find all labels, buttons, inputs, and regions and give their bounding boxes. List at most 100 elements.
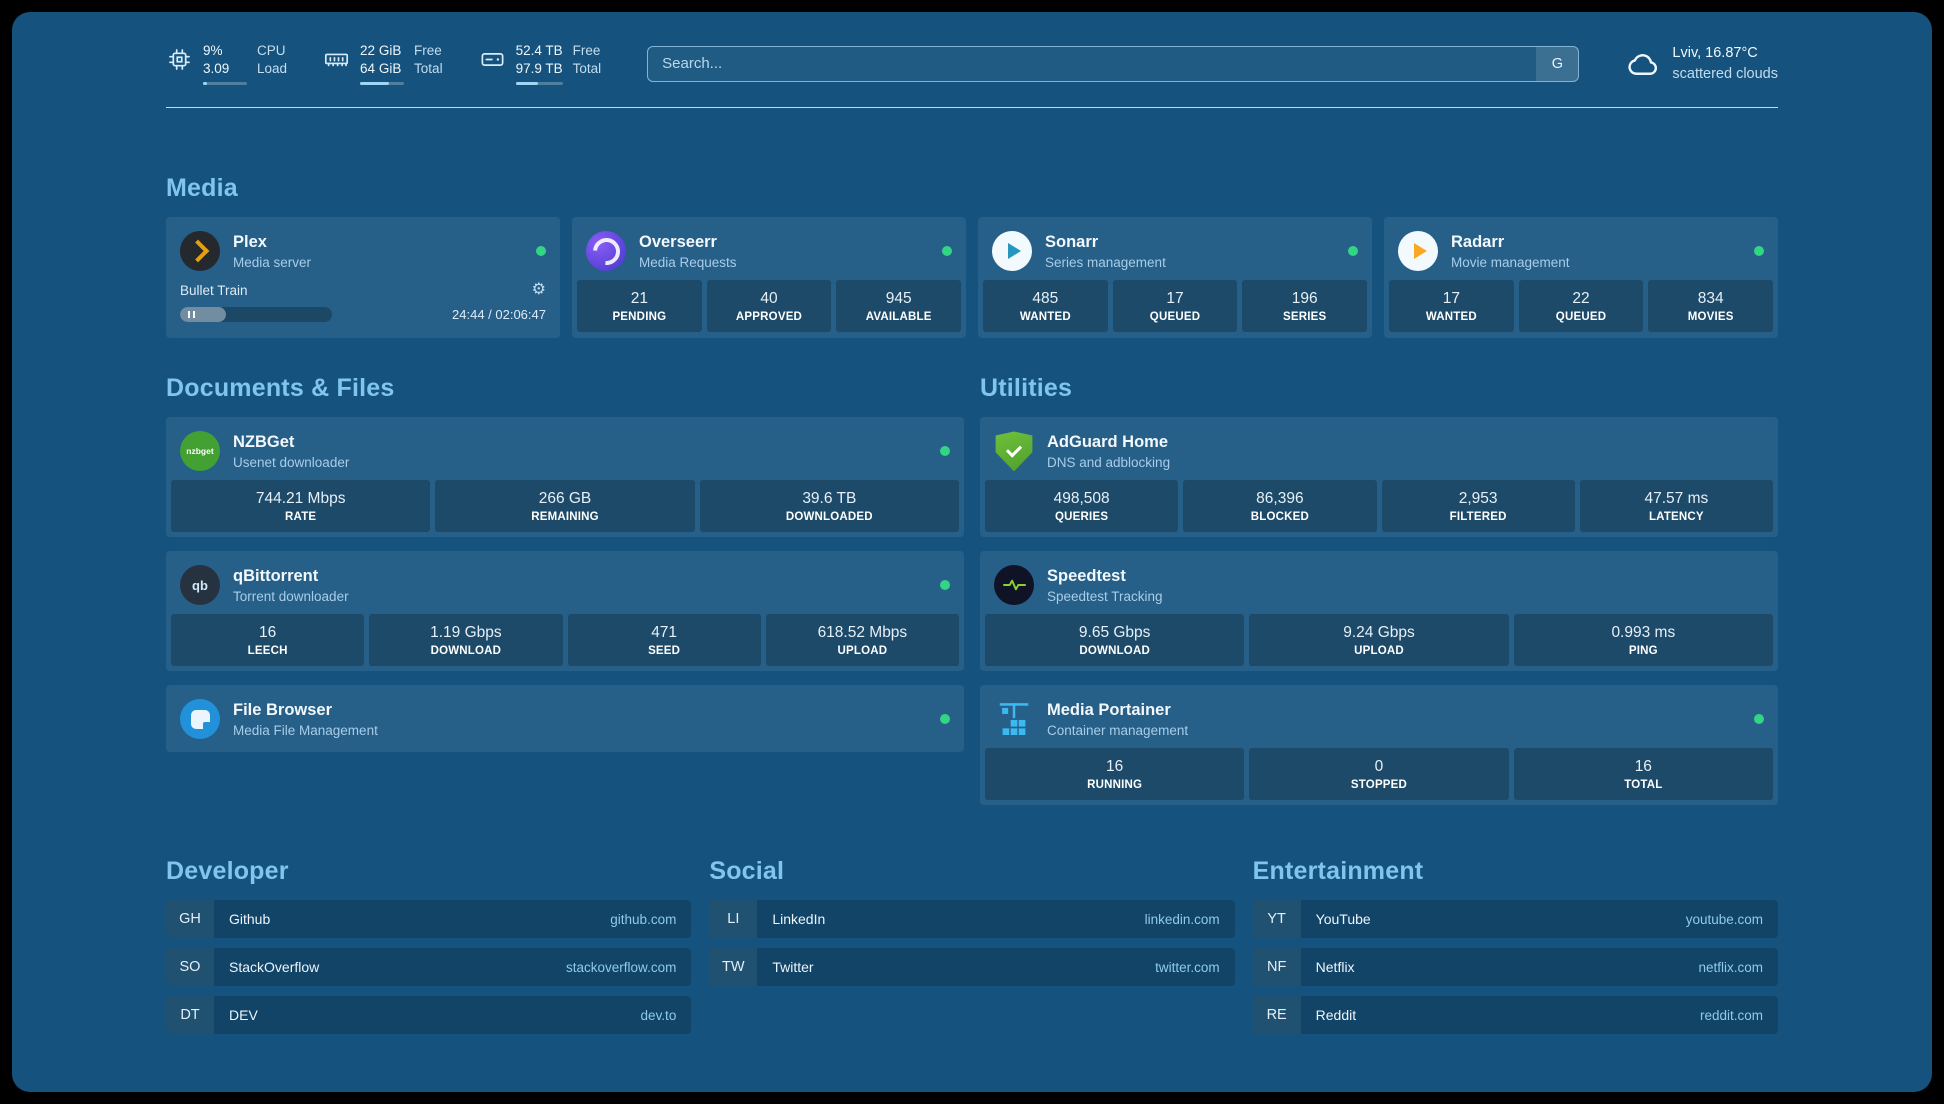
bookmark-groups: Developer GH Github github.com SO StackO…: [166, 857, 1778, 1035]
bookmark-stackoverflow[interactable]: SO StackOverflow stackoverflow.com: [166, 948, 692, 987]
stat-value: 86,396: [1256, 490, 1304, 508]
service-stat: 2,953 FILTERED: [1381, 480, 1575, 533]
service-stat: 834 MOVIES: [1648, 280, 1774, 333]
service-stats: 16 RUNNING 0 STOPPED 16 TOTAL: [985, 748, 1773, 801]
stat-label: LATENCY: [1648, 511, 1704, 524]
bookmark-abbr: DT: [166, 996, 214, 1035]
adguard-card[interactable]: AdGuard Home DNS and adblocking 498,508 …: [980, 417, 1778, 538]
plex-icon: [180, 231, 220, 272]
service-card-head: File Browser Media File Management: [171, 690, 959, 747]
speedtest-icon: [994, 565, 1034, 606]
radarr-card[interactable]: Radarr Movie management 17 WANTED 22 QUE…: [1384, 217, 1778, 339]
gear-icon[interactable]: ⚙: [531, 281, 546, 299]
bookmark-domain: dev.to: [640, 1007, 677, 1023]
sonarr-icon: [992, 231, 1032, 272]
stat-value: 471: [651, 624, 678, 642]
service-stat: 0 STOPPED: [1249, 748, 1509, 801]
memory-icon: [325, 53, 349, 67]
stat-value: 21: [630, 290, 648, 308]
stat-value: 834: [1697, 290, 1724, 308]
service-name: Speedtest: [1047, 566, 1126, 585]
weather-widget: Lviv, 16.87°C scattered clouds: [1625, 43, 1778, 85]
overseerr-card[interactable]: Overseerr Media Requests 21 PENDING 40 A…: [572, 217, 966, 339]
qbittorrent-icon: qb: [180, 565, 220, 606]
bookmark-twitter[interactable]: TW Twitter twitter.com: [709, 948, 1235, 987]
bookmark-abbr: TW: [709, 948, 758, 987]
stat-value: 16: [1106, 758, 1124, 776]
service-description: Media server: [233, 254, 312, 270]
stat-label: DOWNLOAD: [1079, 645, 1150, 658]
playback-progress-bar[interactable]: [180, 307, 332, 323]
bookmark-abbr: NF: [1252, 948, 1301, 987]
service-stats: 17 WANTED 22 QUEUED 834 MOVIES: [1389, 280, 1774, 333]
bookmark-reddit[interactable]: RE Reddit reddit.com: [1252, 996, 1778, 1035]
memory-bar: [360, 82, 405, 86]
stat-label: DOWNLOAD: [430, 645, 502, 658]
section-title-documents: Documents & Files: [166, 374, 395, 403]
sonarr-card[interactable]: Sonarr Series management 485 WANTED 17 Q…: [978, 217, 1372, 339]
bookmark-group-social: Social LI LinkedIn linkedin.com TW Twitt…: [709, 857, 1235, 1034]
plex-card[interactable]: Plex Media server Bullet Train ⚙ 24:44 /…: [166, 217, 560, 339]
stat-value: 945: [885, 290, 912, 308]
memory-free: 22 GiB: [360, 43, 402, 58]
stat-label: MOVIES: [1687, 311, 1734, 324]
speedtest-card[interactable]: Speedtest Speedtest Tracking 9.65 Gbps D…: [980, 551, 1778, 672]
service-card-head: nzbget NZBGet Usenet downloader: [171, 422, 959, 479]
cpu-values: 9% 3.09: [203, 42, 247, 86]
stat-value: 618.52 Mbps: [817, 624, 908, 642]
status-dot: [536, 246, 546, 257]
bookmark-domain: reddit.com: [1699, 1007, 1763, 1023]
service-description: Media Requests: [639, 254, 737, 270]
stat-value: 16: [1634, 758, 1652, 776]
pause-icon[interactable]: [188, 311, 195, 319]
stat-value: 16: [259, 624, 277, 642]
service-stat: 618.52 Mbps UPLOAD: [765, 614, 959, 667]
bookmark-abbr: YT: [1252, 900, 1301, 939]
service-name: qBittorrent: [233, 566, 319, 585]
service-description: Series management: [1045, 254, 1166, 270]
now-playing-title: Bullet Train: [180, 282, 248, 298]
stat-value: 17: [1166, 290, 1184, 308]
memory-values: 22 GiB 64 GiB: [360, 42, 405, 86]
service-name: Sonarr: [1045, 232, 1099, 251]
bookmark-group-developer: Developer GH Github github.com SO StackO…: [166, 857, 692, 1035]
disk-free: 52.4 TB: [515, 43, 563, 58]
filebrowser-card[interactable]: File Browser Media File Management: [166, 685, 964, 753]
service-stat: 22 QUEUED: [1518, 280, 1644, 333]
playback-progress-fill: [180, 307, 226, 323]
search-provider-button[interactable]: G: [1536, 46, 1579, 81]
service-stat: 39.6 TB DOWNLOADED: [699, 480, 959, 533]
bookmark-linkedin[interactable]: LI LinkedIn linkedin.com: [709, 900, 1235, 939]
bookmark-netflix[interactable]: NF Netflix netflix.com: [1252, 948, 1778, 987]
service-stats: 9.65 Gbps DOWNLOAD 9.24 Gbps UPLOAD 0.99…: [985, 614, 1773, 667]
status-dot: [940, 714, 950, 725]
service-card-head: qb qBittorrent Torrent downloader: [171, 556, 959, 613]
disk-bar: [515, 82, 563, 86]
bookmark-github[interactable]: GH Github github.com: [166, 900, 692, 939]
service-stats: 16 LEECH 1.19 Gbps DOWNLOAD 471 SEED 618…: [171, 614, 959, 667]
stat-label: AVAILABLE: [865, 311, 932, 324]
service-stat: 485 WANTED: [983, 280, 1108, 333]
status-dot: [940, 580, 950, 591]
nzbget-card[interactable]: nzbget NZBGet Usenet downloader 744.21 M…: [166, 417, 964, 538]
status-dot: [942, 246, 952, 257]
status-dot: [1348, 246, 1358, 257]
search-input[interactable]: [648, 46, 1537, 81]
service-stat: 196 SERIES: [1242, 280, 1368, 333]
portainer-card[interactable]: Media Portainer Container management 16 …: [980, 685, 1778, 806]
service-stat: 21 PENDING: [577, 280, 702, 333]
stat-label: UPLOAD: [1354, 645, 1404, 658]
service-description: Speedtest Tracking: [1047, 588, 1163, 604]
section-title-utilities: Utilities: [980, 374, 1073, 403]
stat-value: 266 GB: [538, 490, 592, 508]
stat-label: TOTAL: [1624, 779, 1663, 792]
stat-value: 0: [1374, 758, 1384, 776]
service-stat: 16 LEECH: [171, 614, 365, 667]
bookmark-dev[interactable]: DT DEV dev.to: [166, 996, 692, 1035]
stat-label: BLOCKED: [1250, 511, 1309, 524]
weather-location-temp: Lviv, 16.87°C: [1672, 44, 1758, 61]
disk-total: 97.9 TB: [515, 61, 563, 77]
bookmark-youtube[interactable]: YT YouTube youtube.com: [1252, 900, 1778, 939]
qbittorrent-card[interactable]: qb qBittorrent Torrent downloader 16 LEE…: [166, 551, 964, 672]
stat-label: QUEUED: [1555, 311, 1607, 324]
